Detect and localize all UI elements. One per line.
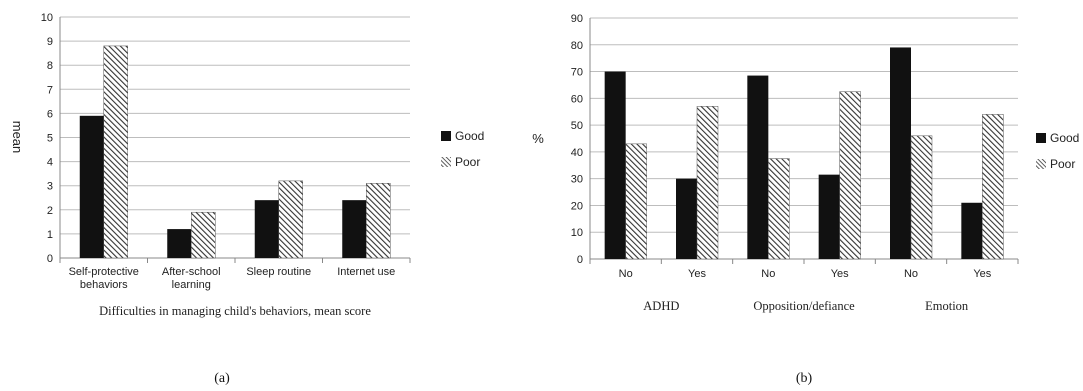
- bar-good: [890, 47, 911, 260]
- x-tick-label: learning: [172, 279, 211, 291]
- legend-label-poor: Poor: [1050, 157, 1075, 171]
- y-tick-label: 6: [47, 108, 53, 120]
- legend-swatch-poor: [441, 157, 451, 167]
- legend-swatch-good: [1036, 133, 1046, 143]
- panel-label: (b): [796, 371, 813, 386]
- y-tick-label: 9: [47, 36, 53, 48]
- bar-poor: [278, 180, 303, 259]
- y-tick-label: 8: [47, 60, 53, 72]
- bar-poor: [696, 106, 719, 260]
- x-axis-title: Difficulties in managing child's behavio…: [99, 304, 371, 318]
- legend-label-good: Good: [455, 129, 484, 143]
- y-tick-label: 80: [571, 40, 583, 52]
- bar-good: [676, 178, 697, 259]
- y-tick-label: 1: [47, 229, 53, 241]
- y-tick-label: 10: [571, 227, 583, 239]
- bar-good: [747, 75, 769, 259]
- x-tick-label: No: [904, 268, 918, 280]
- bar-poor: [191, 211, 216, 259]
- x-tick-label: Self-protective: [69, 266, 139, 278]
- bar-good: [254, 200, 279, 258]
- bar-good: [342, 200, 367, 258]
- bar-poor: [910, 135, 933, 260]
- y-tick-label: 10: [41, 12, 53, 24]
- y-tick-label: 70: [571, 67, 583, 79]
- y-tick-label: 3: [47, 181, 53, 193]
- y-tick-label: 50: [571, 120, 583, 132]
- y-tick-label: 7: [47, 84, 53, 96]
- y-tick-label: 5: [47, 133, 53, 145]
- legend-swatch-good: [441, 131, 451, 141]
- y-tick-label: 2: [47, 205, 53, 217]
- y-tick-label: 30: [571, 174, 583, 186]
- group-label: Emotion: [925, 299, 969, 313]
- bar-poor: [768, 158, 790, 260]
- bar-good: [167, 229, 192, 258]
- x-tick-label: Yes: [973, 268, 991, 280]
- x-tick-label: Yes: [688, 268, 706, 280]
- bar-poor: [982, 114, 1004, 260]
- bar-poor: [103, 45, 128, 259]
- x-tick-label: Yes: [831, 268, 849, 280]
- panel-label: (a): [214, 371, 230, 386]
- bar-poor: [625, 143, 647, 260]
- x-tick-label: Internet use: [337, 266, 395, 278]
- x-tick-label: No: [761, 268, 775, 280]
- bar-poor: [366, 183, 391, 259]
- x-tick-label: Sleep routine: [246, 266, 311, 278]
- y-axis-title: %: [532, 131, 544, 146]
- y-axis-title: mean: [10, 121, 25, 154]
- y-tick-label: 20: [571, 200, 583, 212]
- y-tick-label: 40: [571, 147, 583, 159]
- y-tick-label: 4: [47, 157, 53, 169]
- legend-label-good: Good: [1050, 131, 1079, 145]
- y-tick-label: 0: [577, 254, 583, 266]
- bar-good: [79, 115, 104, 258]
- chart-a: 0 1 2 3 4 5 6 7 8 9 10 mean Self-protectivebehaviors…: [10, 12, 484, 386]
- legend-label-poor: Poor: [455, 155, 480, 169]
- x-tick-label: After-school: [162, 266, 221, 278]
- chart-b: 0 10 20 30 40 50 60 70 80 90% No Yes No Yes No Yes ADHD O…: [532, 13, 1079, 386]
- bar-good: [961, 202, 983, 259]
- y-tick-label: 60: [571, 93, 583, 105]
- x-tick-label: No: [619, 268, 633, 280]
- group-label: Opposition/defiance: [753, 299, 855, 313]
- legend-swatch-poor: [1036, 159, 1046, 169]
- bar-poor: [839, 91, 861, 260]
- y-tick-label: 0: [47, 253, 53, 265]
- bar-good: [604, 71, 626, 259]
- bar-good: [818, 174, 840, 259]
- y-tick-label: 90: [571, 13, 583, 25]
- group-label: ADHD: [643, 299, 679, 313]
- x-tick-label: behaviors: [80, 279, 128, 291]
